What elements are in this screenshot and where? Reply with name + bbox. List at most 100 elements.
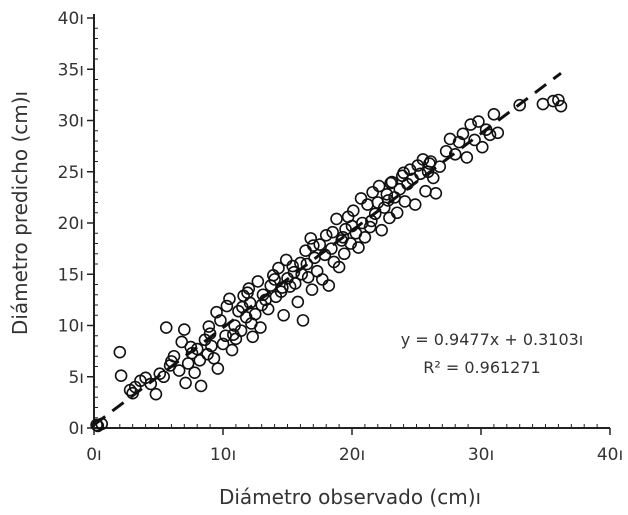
data-point [301, 271, 315, 284]
data-point [363, 220, 377, 234]
data-point [377, 201, 391, 214]
y-tick-label: 0ı [68, 419, 84, 439]
data-point [337, 247, 351, 261]
data-point [460, 151, 474, 164]
equation-annotation: y = 0.9477x + 0.3103ı [401, 330, 584, 349]
data-points [90, 93, 568, 433]
data-point [211, 362, 225, 375]
data-point [513, 98, 527, 112]
data-point [330, 212, 343, 226]
data-point [172, 364, 186, 377]
data-point [319, 229, 333, 242]
data-point [287, 265, 301, 279]
data-point [241, 286, 254, 300]
data-point [214, 314, 227, 327]
data-point [326, 225, 339, 239]
data-point [416, 153, 430, 166]
data-point [426, 171, 440, 185]
data-point [194, 379, 208, 393]
data-point [322, 279, 336, 292]
ticks: 0ı 5ı 10ı 15ı 20ı 25ı 30ı 35ı 40ı 0ı 10ı 20ı 30ı 40ı [58, 9, 624, 465]
data-point [344, 237, 358, 250]
data-point [491, 126, 505, 140]
data-point [443, 132, 457, 146]
x-tick-label: 0ı [86, 445, 102, 465]
x-tick-label: 10ı [210, 445, 236, 465]
data-point [384, 176, 398, 190]
data-point [201, 347, 214, 361]
data-point [113, 345, 127, 359]
data-point [220, 299, 234, 313]
x-tick-label: 20ı [339, 445, 365, 465]
data-point [153, 367, 167, 380]
data-point [464, 118, 477, 131]
y-tick-label: 20ı [58, 214, 84, 234]
data-point [487, 108, 501, 121]
data-point [385, 175, 399, 189]
data-point [361, 198, 374, 211]
data-point [144, 377, 158, 391]
data-point [313, 238, 327, 251]
data-point [429, 186, 443, 200]
data-point [227, 328, 240, 342]
data-point [190, 342, 204, 356]
data-point [223, 292, 236, 306]
data-point [375, 223, 388, 237]
data-point [423, 157, 436, 170]
data-point [346, 204, 360, 217]
data-point [408, 198, 422, 211]
data-point [193, 354, 207, 367]
data-point [483, 128, 497, 142]
data-point [286, 259, 299, 273]
data-point [397, 166, 410, 180]
data-point [419, 184, 432, 198]
y-tick-label: 5ı [68, 368, 84, 388]
data-point [178, 323, 191, 336]
data-point [216, 337, 230, 351]
data-point [352, 241, 365, 254]
data-point [398, 195, 412, 208]
data-point [448, 148, 462, 161]
data-point [354, 192, 368, 205]
y-tick-label: 15ı [58, 265, 84, 285]
x-tick-label: 40ı [597, 445, 623, 465]
data-point [300, 257, 314, 271]
data-point [305, 283, 319, 296]
data-point [380, 188, 394, 201]
data-point [279, 253, 293, 267]
data-point [90, 418, 103, 432]
data-point [114, 369, 128, 383]
data-point [277, 308, 290, 322]
y-tick-label: 10ı [58, 317, 84, 337]
data-point [536, 97, 550, 111]
y-tick-label: 25ı [58, 163, 84, 183]
y-tick-label: 40ı [58, 9, 84, 29]
data-point [475, 140, 489, 154]
y-axis-label: Diámetro predicho (cm)ı [8, 91, 32, 335]
data-point [159, 321, 173, 334]
data-point [339, 222, 352, 236]
data-point [225, 343, 239, 357]
data-point [390, 206, 404, 220]
data-point [358, 231, 372, 244]
data-point [366, 185, 379, 199]
data-point [383, 211, 396, 225]
data-point [433, 160, 447, 173]
x-tick-label: 30ı [468, 445, 494, 465]
data-point [325, 242, 338, 255]
data-point [310, 264, 324, 278]
data-point [188, 366, 201, 379]
fit-line-group [93, 71, 562, 427]
data-point [552, 93, 565, 107]
data-point [296, 314, 310, 327]
data-point [245, 317, 258, 330]
data-point [403, 163, 417, 176]
y-tick-label: 30ı [58, 112, 84, 132]
data-point [468, 133, 481, 147]
data-point [202, 320, 216, 333]
r-squared-annotation: R² = 0.961271 [423, 358, 540, 377]
y-tick-label: 35ı [58, 60, 84, 80]
data-point [246, 330, 259, 344]
